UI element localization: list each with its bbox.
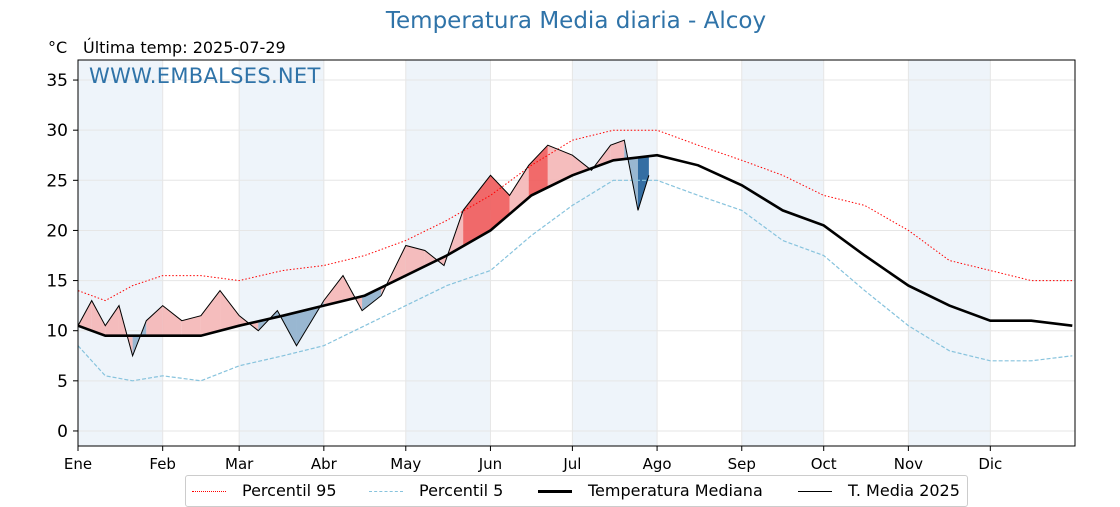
y-tick-label: 5	[57, 372, 68, 392]
grid-lines	[77, 60, 1075, 446]
legend-swatch-p5	[369, 491, 403, 492]
chart-legend: Percentil 95 Percentil 5 Temperatura Med…	[185, 475, 968, 507]
fill-above-median	[323, 275, 343, 306]
x-tick-label: Ene	[64, 455, 92, 473]
legend-swatch-p95	[192, 491, 226, 492]
fill-above-median	[572, 155, 592, 176]
legend-label: Temperatura Mediana	[588, 481, 763, 500]
month-band	[78, 60, 163, 446]
y-tick-label: 0	[57, 422, 68, 442]
fill-above-median	[162, 305, 182, 336]
y-tick-label: 30	[46, 121, 68, 141]
series-temperatura-mediana	[77, 153, 1073, 337]
legend-label: T. Media 2025	[848, 481, 960, 500]
x-tick-label: Nov	[894, 455, 923, 473]
x-axis: Ene Feb Mar Abr May Jun Jul Ago Sep Oct Nov Dic	[64, 446, 1002, 473]
fill-above-median	[200, 290, 221, 336]
series-percentil-5	[77, 179, 1073, 382]
last-temp-label: Última temp: 2025-07-29	[83, 38, 286, 57]
y-tick-label: 15	[46, 272, 68, 292]
fill-above-median	[547, 145, 573, 188]
fill-above-median	[146, 305, 163, 336]
watermark-text: WWW.EMBALSES.NET	[89, 64, 321, 88]
fill-below-median	[637, 156, 649, 211]
legend-swatch-2025	[798, 491, 832, 492]
y-tick-label: 10	[46, 322, 68, 342]
plot-frame	[77, 59, 1076, 447]
fill-above-median	[610, 140, 625, 162]
x-tick-label: May	[390, 455, 421, 473]
series-t-media-2025	[77, 139, 650, 358]
y-tick-label: 35	[46, 71, 68, 91]
x-tick-label: Dic	[978, 455, 1002, 473]
x-tick-label: Abr	[311, 455, 338, 473]
chart-title: Temperatura Media diaria - Alcoy	[385, 8, 767, 34]
fill-above-median	[181, 315, 201, 336]
x-tick-label: Oct	[811, 455, 837, 473]
fill-above-median	[105, 305, 119, 336]
month-bands	[78, 60, 991, 446]
month-band	[741, 60, 824, 446]
fill-above-median	[220, 290, 240, 331]
fill-above-median	[509, 165, 529, 215]
month-band	[908, 60, 991, 446]
month-band	[572, 60, 658, 446]
x-tick-label: Sep	[728, 455, 756, 473]
x-tick-label: Mar	[225, 455, 254, 473]
fill-above-median	[91, 300, 106, 336]
y-tick-label: 20	[46, 221, 68, 241]
legend-swatch-median	[538, 490, 572, 493]
fill-above-median	[78, 300, 92, 331]
fill-above-median	[463, 175, 491, 247]
month-band	[239, 60, 324, 446]
y-axis: 0 5 10 15 20 25 30 35	[46, 71, 78, 442]
fill-below-median	[362, 287, 382, 311]
y-tick-label: 25	[46, 171, 68, 191]
x-tick-label: Jul	[562, 455, 581, 473]
x-tick-label: Ago	[643, 455, 672, 473]
y-unit-label: °C	[48, 38, 68, 57]
series-percentil-95	[77, 129, 1073, 302]
x-tick-label: Jun	[478, 455, 502, 473]
x-tick-label: Feb	[149, 455, 176, 473]
legend-label: Percentil 5	[419, 481, 504, 500]
legend-label: Percentil 95	[242, 481, 337, 500]
series-lines	[77, 129, 1073, 382]
